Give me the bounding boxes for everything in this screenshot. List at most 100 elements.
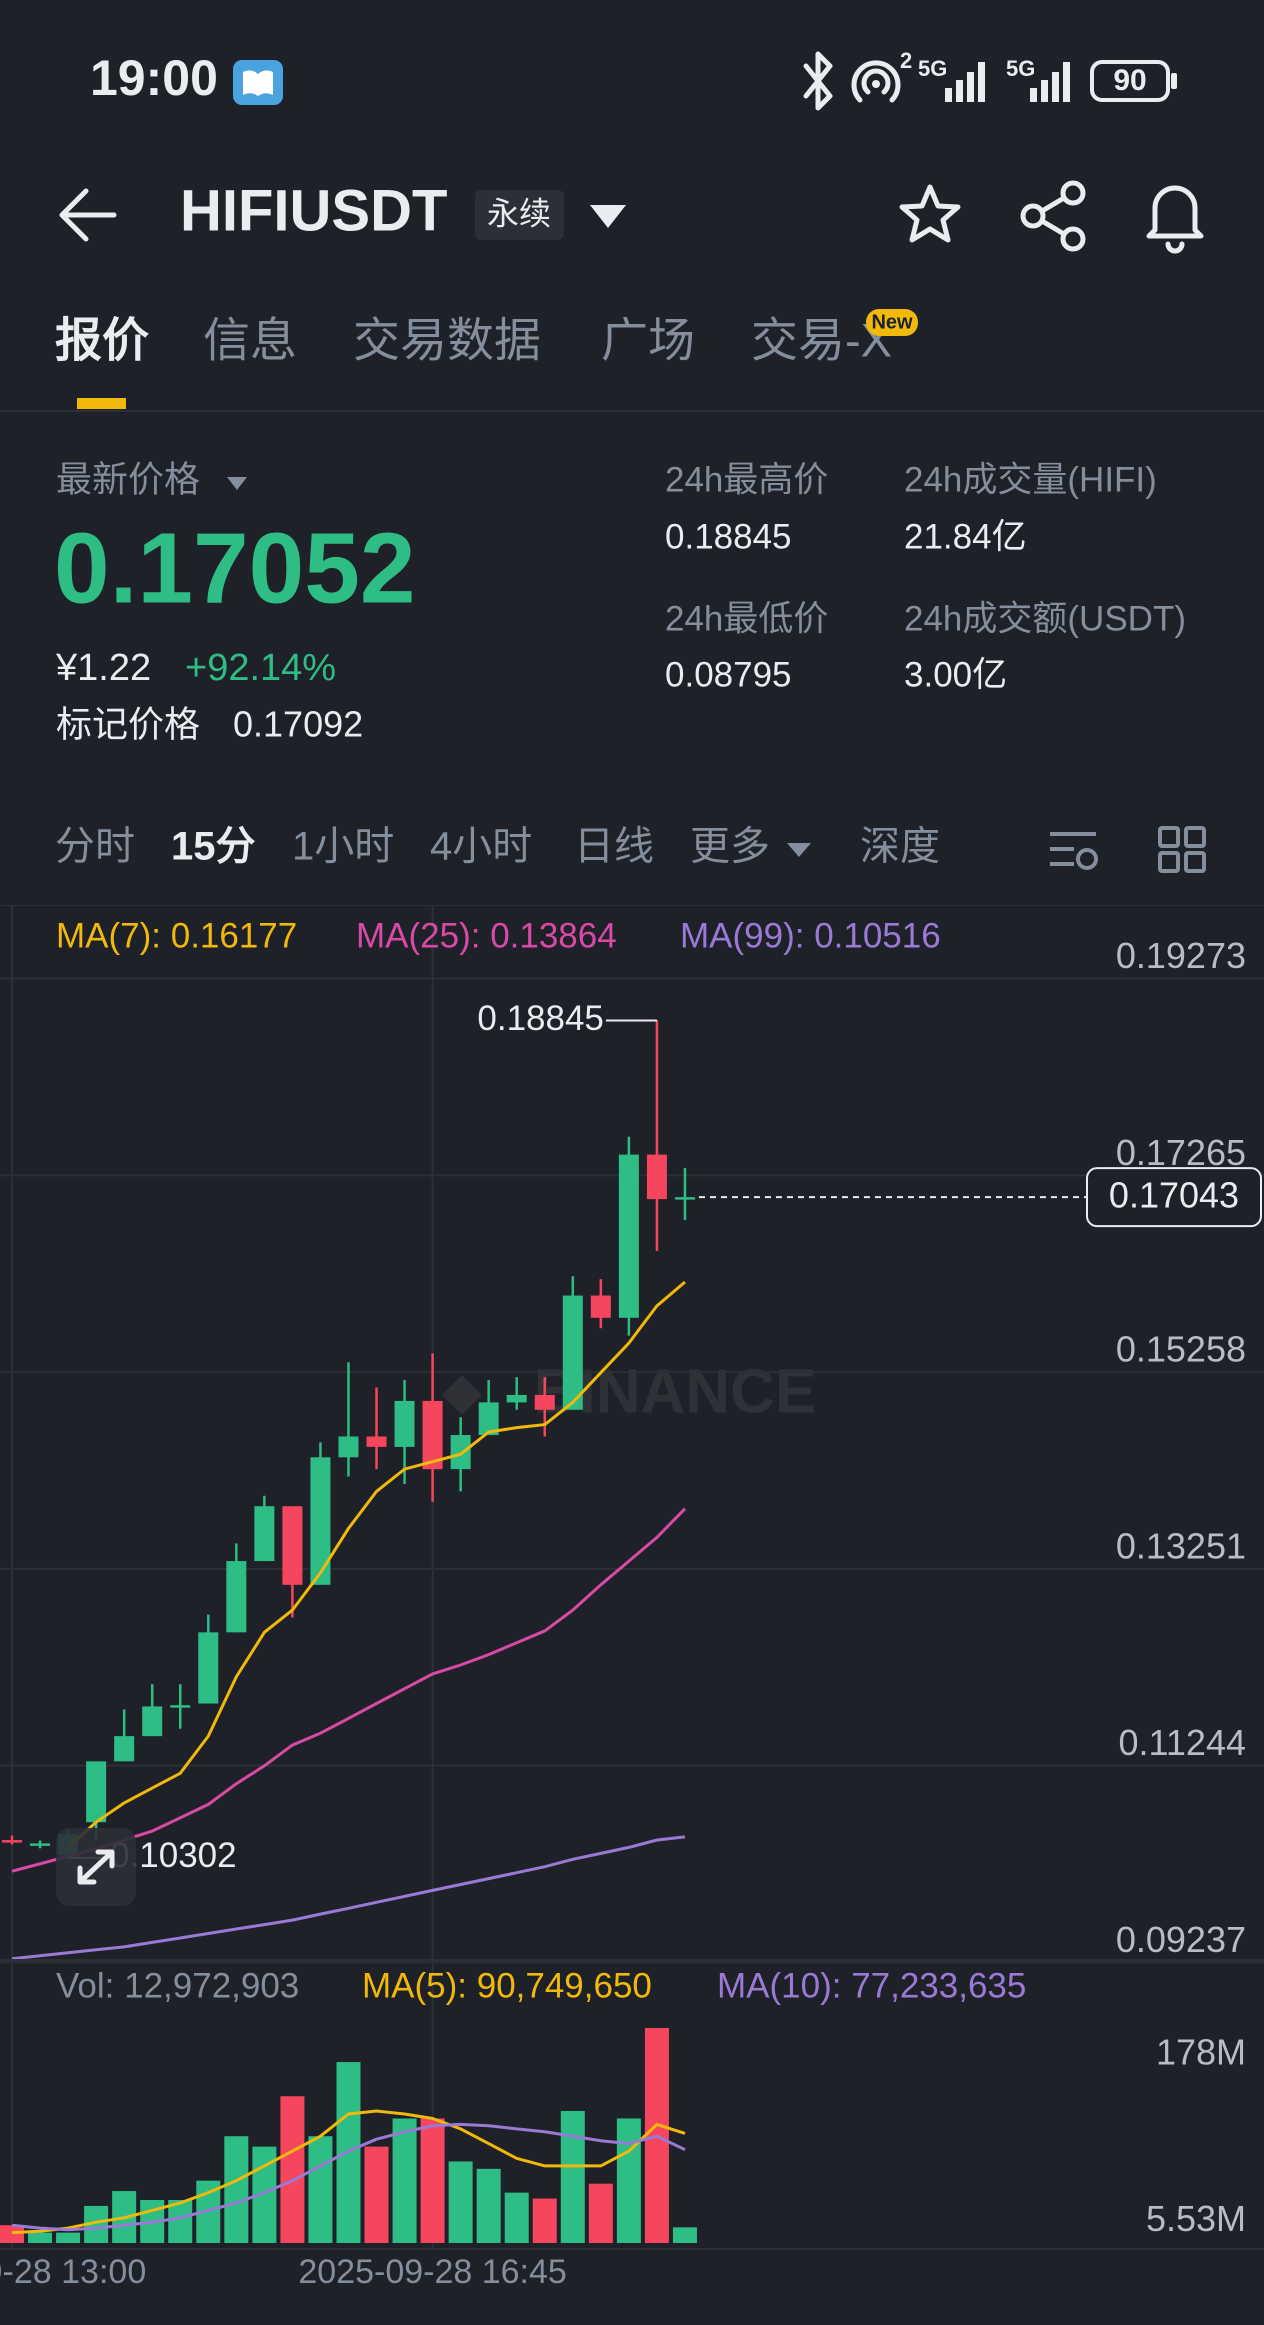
signal-bars	[1030, 62, 1070, 102]
plot: 2025-09-28 13:00 2025-09-28 16:45 0.09237 0…	[0, 905, 1264, 2291]
symbol[interactable]: HIFIUSDT	[180, 178, 447, 243]
stat-value: 3.00亿	[904, 655, 1007, 694]
last-price: 0.17052	[54, 512, 415, 624]
mark-price-label: 标记价格	[56, 704, 200, 745]
tab-bar: 报价 信息 交易数据 广场 交易-X New	[0, 309, 1264, 412]
candle-body	[86, 1761, 107, 1823]
candle-body	[282, 1506, 303, 1585]
interval[interactable]: 日线	[574, 825, 654, 869]
legend-entry: MA(25): 0.13864	[356, 916, 617, 955]
volume-bar	[168, 2200, 193, 2243]
candle-body	[506, 1394, 527, 1403]
volume-ma-line	[11, 2122, 686, 2232]
candle-body	[254, 1506, 275, 1562]
favorite-button[interactable]	[899, 184, 961, 243]
share-button[interactable]	[1020, 180, 1086, 252]
volume-bar	[476, 2168, 501, 2243]
candle-body	[478, 1402, 499, 1436]
interval[interactable]: 更多	[690, 825, 770, 869]
active-tab-indicator	[77, 398, 126, 409]
candle-body	[170, 1705, 191, 1708]
candle-body	[646, 1154, 667, 1200]
legend-entry: MA(7): 0.16177	[56, 916, 297, 955]
y-tick-label: 178M	[1156, 2032, 1246, 2073]
volume-bar	[420, 2118, 445, 2243]
y-tick-label: 0.15258	[1116, 1329, 1246, 1370]
stat-value: 0.08795	[665, 655, 792, 694]
back-button[interactable]	[59, 188, 117, 242]
high-label: 0.18845	[477, 999, 604, 1038]
interval[interactable]: 4小时	[430, 825, 532, 869]
y-tick-label: 0.11244	[1119, 1722, 1246, 1763]
interval[interactable]: 15分	[171, 825, 256, 869]
volume-ma-line	[11, 2109, 686, 2235]
price-change: +92.14%	[185, 647, 336, 689]
interval[interactable]: 分时	[55, 825, 135, 869]
expand-button[interactable]	[56, 1828, 136, 1906]
network-type: 5G	[918, 56, 947, 81]
volume-bar	[448, 2161, 473, 2243]
volume-bar	[56, 2232, 81, 2243]
price-label[interactable]: 最新价格	[56, 459, 200, 500]
stat-value: 0.18845	[665, 517, 792, 556]
ma-line	[67, 1280, 686, 1849]
y-tick-label: 0.09237	[1116, 1919, 1246, 1960]
divider	[0, 410, 1264, 412]
signal-bars	[945, 62, 985, 102]
volume-bar	[364, 2146, 389, 2243]
candle-body	[422, 1400, 443, 1470]
legend-entry: MA(99): 0.10516	[680, 916, 941, 955]
candle-body	[310, 1457, 331, 1585]
notification-button[interactable]	[1146, 185, 1204, 254]
candle-body	[198, 1632, 219, 1704]
tab[interactable]: 交易数据	[353, 313, 541, 366]
ma-line	[11, 1835, 686, 1961]
volume-bar	[672, 2227, 697, 2243]
more-dropdown[interactable]	[787, 843, 811, 857]
y-tick-label: 0.13251	[1116, 1525, 1246, 1566]
chart-bottom-border	[0, 2248, 1264, 2250]
candle-body	[338, 1436, 359, 1458]
volume-bar	[28, 2232, 53, 2243]
hotspot-dot	[872, 80, 880, 88]
volume-bar	[560, 2110, 585, 2243]
interval-bar: 分时 15分 1小时 4小时 日线 更多 深度	[55, 825, 1206, 873]
candle-body	[674, 1197, 695, 1200]
tab[interactable]: 广场	[601, 313, 695, 366]
candle-body	[562, 1295, 583, 1410]
volume-bar	[504, 2192, 529, 2243]
symbol-dropdown[interactable]	[590, 205, 626, 228]
stat-label: 24h成交量(HIFI)	[904, 460, 1157, 499]
tab[interactable]: 报价	[55, 313, 149, 366]
price-dropdown[interactable]	[227, 477, 247, 490]
interval[interactable]: 1小时	[292, 825, 394, 869]
sim-index: 2	[900, 48, 912, 73]
stat-label: 24h成交额(USDT)	[904, 599, 1186, 638]
volume-bar	[308, 2136, 333, 2243]
candle-body	[618, 1154, 639, 1318]
volume-bar	[224, 2136, 249, 2243]
battery-level: 90	[1113, 64, 1146, 97]
layout-button[interactable]	[1158, 826, 1206, 873]
volume-bar	[616, 2118, 641, 2243]
volume-bar	[280, 2096, 305, 2243]
y-tick-label: 0.19273	[1116, 935, 1246, 976]
stat-label: 24h最低价	[665, 599, 828, 638]
candle-body	[534, 1394, 555, 1410]
status-bar: 19:00 2 5G 5G 90	[90, 48, 1177, 111]
y-tick-label: 5.53M	[1146, 2198, 1246, 2239]
interval[interactable]: 深度	[860, 825, 940, 869]
header: HIFIUSDT 永续	[59, 178, 1204, 254]
bluetooth-icon	[803, 51, 833, 111]
ticker: 最新价格 0.17052 ¥1.22 +92.14% 标记价格 0.17092 …	[54, 459, 1186, 745]
x-tick-label: 2025-09-28 16:45	[298, 2253, 566, 2291]
indicator-settings-gear	[1076, 848, 1098, 870]
network-type: 5G	[1006, 56, 1035, 81]
stat-value: 21.84亿	[904, 517, 1027, 556]
mark-price: 0.17092	[233, 704, 363, 745]
volume-bar	[0, 2225, 24, 2243]
tab[interactable]: 信息	[203, 313, 297, 366]
indicator-settings[interactable]	[1050, 832, 1096, 866]
